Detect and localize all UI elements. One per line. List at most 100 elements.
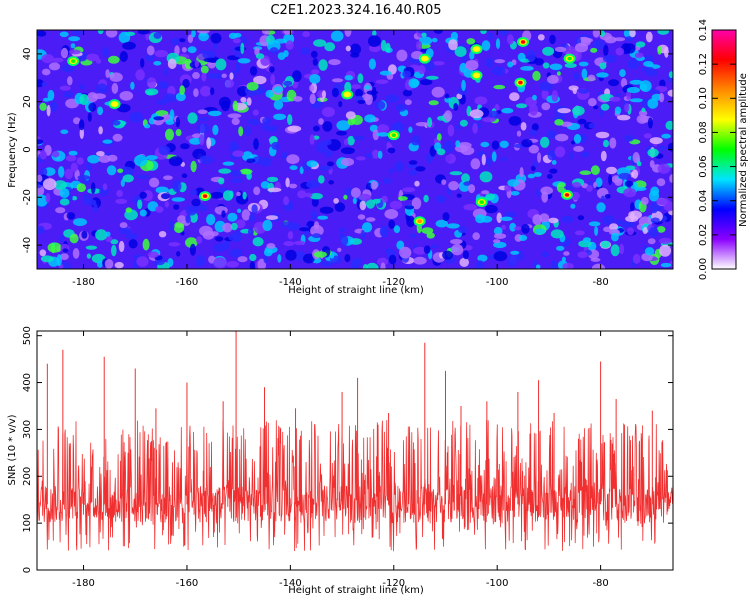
- snr-frame: [36, 330, 674, 571]
- heatmap-texture-blob: [221, 73, 227, 79]
- heatmap-texture-blob: [173, 204, 180, 210]
- heatmap-texture-blob: [386, 141, 391, 149]
- heatmap-texture-blob: [97, 106, 104, 116]
- heatmap-texture-blob: [519, 167, 524, 178]
- heatmap-texture-blob: [587, 98, 597, 107]
- heatmap-texture-blob: [116, 189, 123, 198]
- heatmap-texture-blob: [309, 93, 316, 105]
- heatmap-texture-blob: [448, 39, 458, 51]
- heatmap-texture-blob: [340, 157, 355, 167]
- heatmap-texture-blob: [82, 194, 92, 203]
- heatmap-texture-blob: [265, 89, 274, 98]
- heatmap-texture-blob: [97, 30, 104, 35]
- heatmap-texture-blob: [456, 93, 463, 100]
- heatmap-texture-blob: [404, 205, 415, 210]
- heatmap-texture-blob: [122, 174, 134, 183]
- heatmap-texture-blob: [501, 107, 514, 114]
- y-tick-label: 300: [22, 420, 33, 439]
- heatmap-texture-blob: [549, 168, 558, 174]
- heatmap-texture-blob: [119, 222, 128, 229]
- heatmap-texture-blob: [631, 169, 639, 179]
- heatmap-texture-blob: [533, 160, 538, 168]
- heatmap-peak: [413, 216, 426, 227]
- heatmap-texture-blob: [409, 233, 417, 238]
- heatmap-texture-blob: [448, 181, 459, 191]
- heatmap-texture-blob: [313, 221, 320, 230]
- heatmap-texture-blob: [408, 169, 418, 176]
- heatmap-texture-blob: [596, 202, 606, 213]
- heatmap-texture-blob: [477, 254, 488, 262]
- heatmap-texture-blob: [289, 183, 298, 189]
- heatmap-texture-blob: [602, 215, 615, 225]
- heatmap-texture-blob: [168, 156, 183, 167]
- heatmap-texture-blob: [357, 214, 366, 220]
- heatmap-texture-blob: [252, 109, 259, 116]
- heatmap-texture-blob: [142, 238, 150, 251]
- heatmap-texture-blob: [300, 47, 310, 55]
- heatmap-texture-blob: [232, 150, 245, 157]
- heatmap-texture-blob: [171, 197, 185, 202]
- heatmap-texture-blob: [344, 75, 353, 81]
- heatmap-texture-blob: [402, 187, 416, 193]
- heatmap-y-ticks: -40 -20 0 20 40: [22, 48, 673, 253]
- heatmap-texture-blob: [493, 239, 501, 244]
- heatmap-texture-blob: [334, 202, 346, 212]
- heatmap-texture-blob: [472, 232, 481, 241]
- heatmap-texture-blob: [70, 162, 78, 173]
- heatmap-texture-blob: [623, 43, 636, 54]
- heatmap-texture-blob: [609, 96, 621, 102]
- colorbar-tick-label: 0.10: [698, 87, 709, 109]
- heatmap-texture-blob: [255, 53, 265, 60]
- heatmap-texture-blob: [364, 114, 376, 123]
- snr-x-axis-label: Height of straight line (km): [288, 585, 424, 596]
- heatmap-texture-blob: [324, 42, 336, 52]
- heatmap-texture-blob: [311, 197, 319, 207]
- heatmap-texture-blob: [534, 228, 546, 235]
- heatmap-texture-blob: [228, 32, 238, 40]
- heatmap-texture-blob: [303, 253, 315, 264]
- heatmap-texture-blob: [73, 117, 81, 125]
- heatmap-texture-blob: [645, 69, 658, 77]
- heatmap-texture-blob: [365, 262, 379, 269]
- x-tick-label: -140: [279, 578, 302, 589]
- heatmap-texture-blob: [37, 174, 43, 182]
- heatmap-texture-blob: [486, 156, 492, 167]
- heatmap-texture-blob: [377, 257, 388, 266]
- heatmap-texture-blob: [210, 87, 215, 96]
- heatmap-texture-blob: [578, 88, 589, 94]
- heatmap-texture-blob: [360, 229, 366, 240]
- heatmap-texture-blob: [494, 59, 506, 64]
- heatmap-texture-blob: [199, 225, 213, 237]
- heatmap-texture-blob: [358, 193, 372, 202]
- heatmap-texture-blob: [489, 110, 499, 120]
- heatmap-texture-blob: [629, 98, 644, 103]
- heatmap-texture-blob: [187, 34, 194, 43]
- heatmap-texture-blob: [455, 140, 461, 148]
- heatmap-texture-blob: [423, 194, 429, 203]
- heatmap-texture-blob: [239, 168, 253, 175]
- heatmap-texture-blob: [645, 31, 653, 43]
- heatmap-texture-blob: [176, 251, 181, 257]
- heatmap-texture-blob: [408, 126, 413, 133]
- x-tick-label: -120: [382, 578, 405, 589]
- heatmap-texture-blob: [283, 30, 292, 35]
- heatmap-texture-blob: [388, 168, 395, 174]
- heatmap-texture-blob: [283, 241, 295, 247]
- heatmap-texture-blob: [175, 116, 180, 128]
- snr-y-ticks: 0 100 200 300 400 500: [22, 326, 673, 573]
- heatmap-texture-blob: [446, 223, 460, 229]
- heatmap-texture-blob: [380, 228, 387, 238]
- heatmap-texture-blob: [383, 177, 392, 185]
- heatmap-texture-blob: [453, 103, 459, 111]
- heatmap-texture-blob: [227, 212, 238, 222]
- heatmap-texture-blob: [87, 112, 92, 122]
- heatmap-texture-blob: [109, 72, 123, 82]
- heatmap-texture-blob: [322, 90, 326, 99]
- heatmap-texture-blob: [493, 84, 506, 90]
- heatmap-texture-blob: [220, 100, 230, 112]
- heatmap-texture-blob: [317, 215, 329, 220]
- heatmap-texture-blob: [91, 253, 106, 264]
- heatmap-texture-blob: [385, 42, 391, 53]
- heatmap-texture-blob: [289, 165, 298, 171]
- heatmap-texture-blob: [228, 233, 242, 242]
